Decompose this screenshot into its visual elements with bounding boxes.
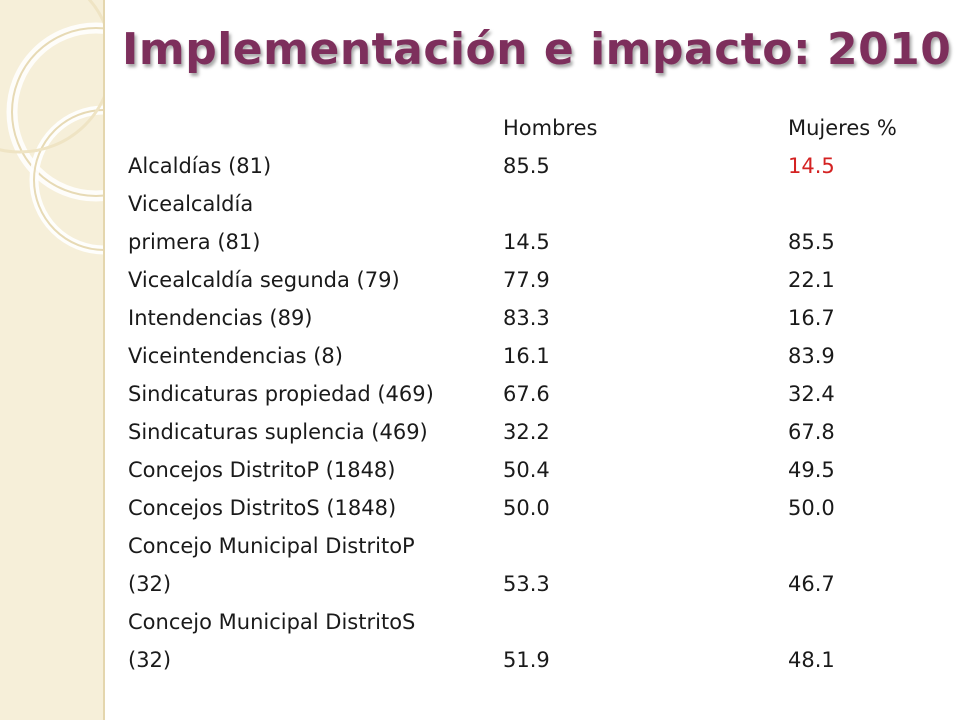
gender-results-table: Hombres Mujeres % Alcaldías (81) 85.5 14… (128, 109, 928, 679)
row-label: Concejo Municipal DistritoS (128, 610, 416, 634)
side-band-edge (103, 0, 105, 720)
table-row: Concejo Municipal DistritoS (128, 603, 928, 641)
row-label: Alcaldías (81) (128, 154, 272, 178)
row-mujeres (788, 527, 928, 565)
row-hombres: 83.3 (503, 306, 550, 330)
table-row: (32) 53.3 46.7 (128, 565, 928, 603)
table-row: Intendencias (89) 83.3 16.7 (128, 299, 928, 337)
table-row: Vicealcaldía segunda (79) 77.9 22.1 (128, 261, 928, 299)
row-mujeres: 32.4 (788, 382, 835, 406)
row-label: Concejo Municipal DistritoP (128, 534, 415, 558)
row-hombres: 50.4 (503, 458, 550, 482)
row-mujeres: 67.8 (788, 420, 835, 444)
row-hombres: 77.9 (503, 268, 550, 292)
row-mujeres-highlighted: 14.5 (788, 154, 835, 178)
row-hombres: 85.5 (503, 154, 550, 178)
header-cell-mujeres: Mujeres % (788, 116, 897, 140)
decor-mask-right (105, 0, 220, 260)
table-row: (32) 51.9 48.1 (128, 641, 928, 679)
row-label: (32) (128, 648, 172, 672)
row-hombres: 50.0 (503, 496, 550, 520)
row-label: (32) (128, 572, 172, 596)
row-label: Viceintendencias (8) (128, 344, 343, 368)
table-row: Concejos DistritoP (1848) 50.4 49.5 (128, 451, 928, 489)
table-row: Concejo Municipal DistritoP (128, 527, 928, 565)
row-mujeres: 48.1 (788, 648, 835, 672)
row-mujeres: 83.9 (788, 344, 835, 368)
row-hombres (503, 527, 788, 565)
row-label: Sindicaturas propiedad (469) (128, 382, 434, 406)
row-label: Concejos DistritoS (1848) (128, 496, 397, 520)
row-hombres: 51.9 (503, 648, 550, 672)
row-mujeres: 85.5 (788, 230, 835, 254)
slide-title: Implementación e impacto: 2010 (122, 24, 952, 75)
row-hombres: 67.6 (503, 382, 550, 406)
table-row: Sindicaturas suplencia (469) 32.2 67.8 (128, 413, 928, 451)
row-mujeres: 49.5 (788, 458, 835, 482)
row-mujeres: 22.1 (788, 268, 835, 292)
table-row: Concejos DistritoS (1848) 50.0 50.0 (128, 489, 928, 527)
row-hombres: 16.1 (503, 344, 550, 368)
row-label: primera (81) (128, 230, 261, 254)
table-row: Viceintendencias (8) 16.1 83.9 (128, 337, 928, 375)
row-label: Concejos DistritoP (1848) (128, 458, 396, 482)
row-mujeres: 16.7 (788, 306, 835, 330)
row-hombres: 53.3 (503, 572, 550, 596)
row-label: Sindicaturas suplencia (469) (128, 420, 428, 444)
row-mujeres: 50.0 (788, 496, 835, 520)
row-mujeres: 46.7 (788, 572, 835, 596)
table-row: Sindicaturas propiedad (469) 67.6 32.4 (128, 375, 928, 413)
header-cell-label (128, 109, 503, 147)
row-mujeres (788, 603, 928, 641)
row-mujeres (788, 185, 928, 223)
table-row: primera (81) 14.5 85.5 (128, 223, 928, 261)
row-hombres (503, 185, 788, 223)
table-row: Alcaldías (81) 85.5 14.5 (128, 147, 928, 185)
row-label: Vicealcaldía (128, 192, 254, 216)
row-hombres: 32.2 (503, 420, 550, 444)
table-row: Vicealcaldía (128, 185, 928, 223)
row-hombres: 14.5 (503, 230, 550, 254)
row-hombres (503, 603, 788, 641)
circle-decoration (0, 0, 220, 260)
header-cell-hombres: Hombres (503, 116, 598, 140)
table-header-row: Hombres Mujeres % (128, 109, 928, 147)
row-label: Intendencias (89) (128, 306, 313, 330)
row-label: Vicealcaldía segunda (79) (128, 268, 400, 292)
